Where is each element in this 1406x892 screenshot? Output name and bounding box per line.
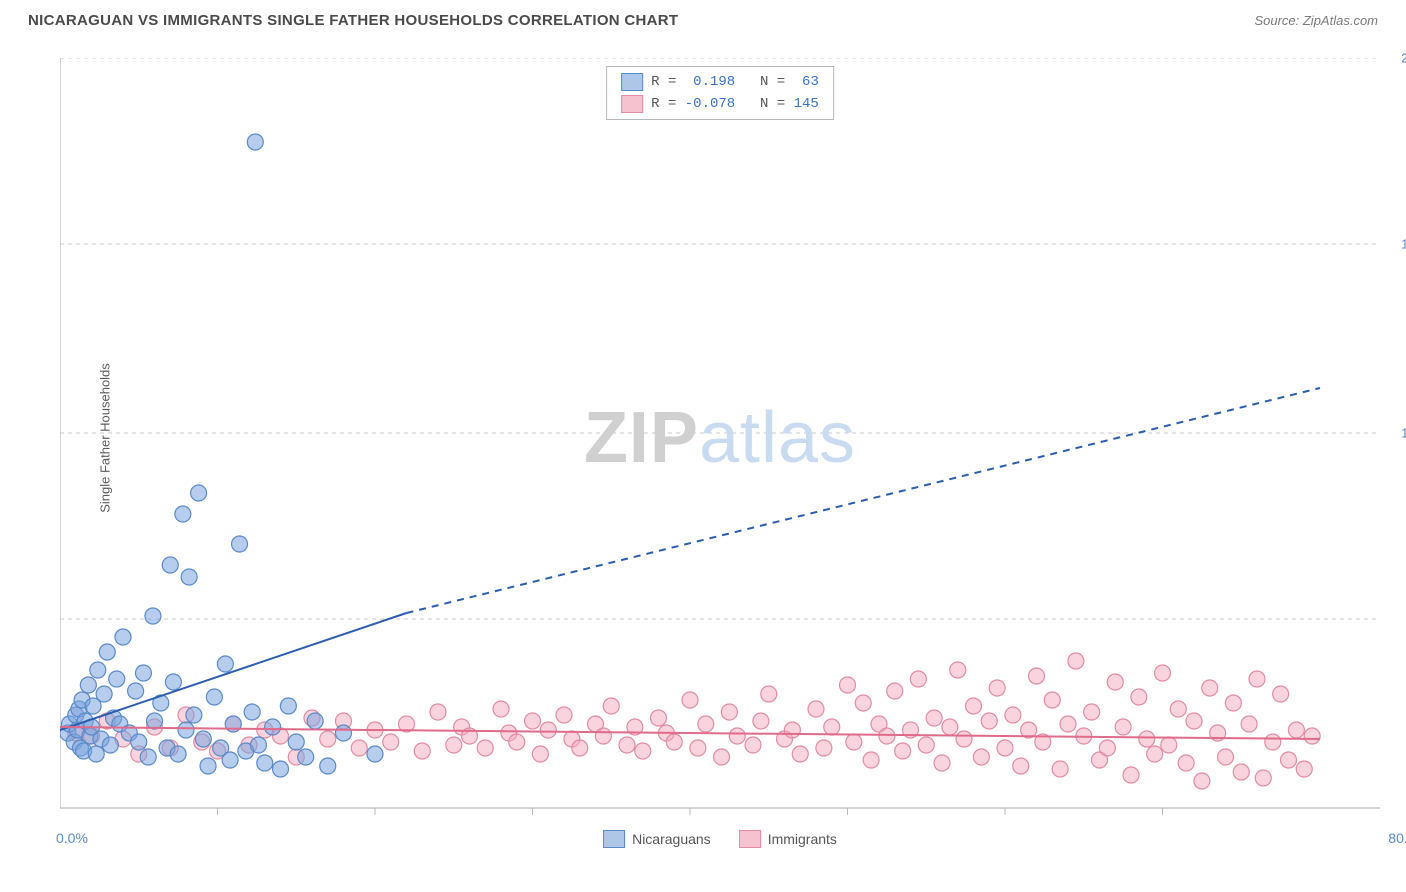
x-max-label: 80.0% xyxy=(1388,830,1406,846)
swatch-immigrants xyxy=(621,95,643,113)
r-label-1: R = xyxy=(651,96,676,112)
y-tick-label: 12.5% xyxy=(1401,426,1406,441)
r-label-0: R = xyxy=(651,74,676,90)
legend-bottom: Nicaraguans Immigrants xyxy=(603,830,837,848)
x-min-label: 0.0% xyxy=(56,830,88,846)
legend-label-nicaraguans: Nicaraguans xyxy=(632,831,711,847)
legend-row-immigrants: R = -0.078 N = 145 xyxy=(621,93,819,115)
swatch-immigrants-b xyxy=(739,830,761,848)
r-value-0: 0.198 xyxy=(693,74,735,90)
chart-title: NICARAGUAN VS IMMIGRANTS SINGLE FATHER H… xyxy=(28,12,678,29)
n-value-1: 145 xyxy=(794,96,819,112)
legend-stats-box: R = 0.198 N = 63 R = -0.078 N = 145 xyxy=(606,66,834,120)
legend-label-immigrants: Immigrants xyxy=(768,831,837,847)
legend-item-immigrants: Immigrants xyxy=(739,830,837,848)
legend-item-nicaraguans: Nicaraguans xyxy=(603,830,711,848)
r-value-1: -0.078 xyxy=(685,96,735,112)
y-tick-label: 25.0% xyxy=(1401,51,1406,66)
n-label-0: N = xyxy=(760,74,785,90)
swatch-nicaraguans xyxy=(621,73,643,91)
chart-source: Source: ZipAtlas.com xyxy=(1254,13,1378,28)
n-value-0: 63 xyxy=(802,74,819,90)
y-tick-label: 18.8% xyxy=(1401,237,1406,252)
chart-area: Single Father Households ZIPatlas 25.0%1… xyxy=(60,58,1380,818)
n-label-1: N = xyxy=(760,96,785,112)
legend-row-nicaraguans: R = 0.198 N = 63 xyxy=(621,71,819,93)
scatter-plot xyxy=(60,58,1380,818)
swatch-nicaraguans-b xyxy=(603,830,625,848)
